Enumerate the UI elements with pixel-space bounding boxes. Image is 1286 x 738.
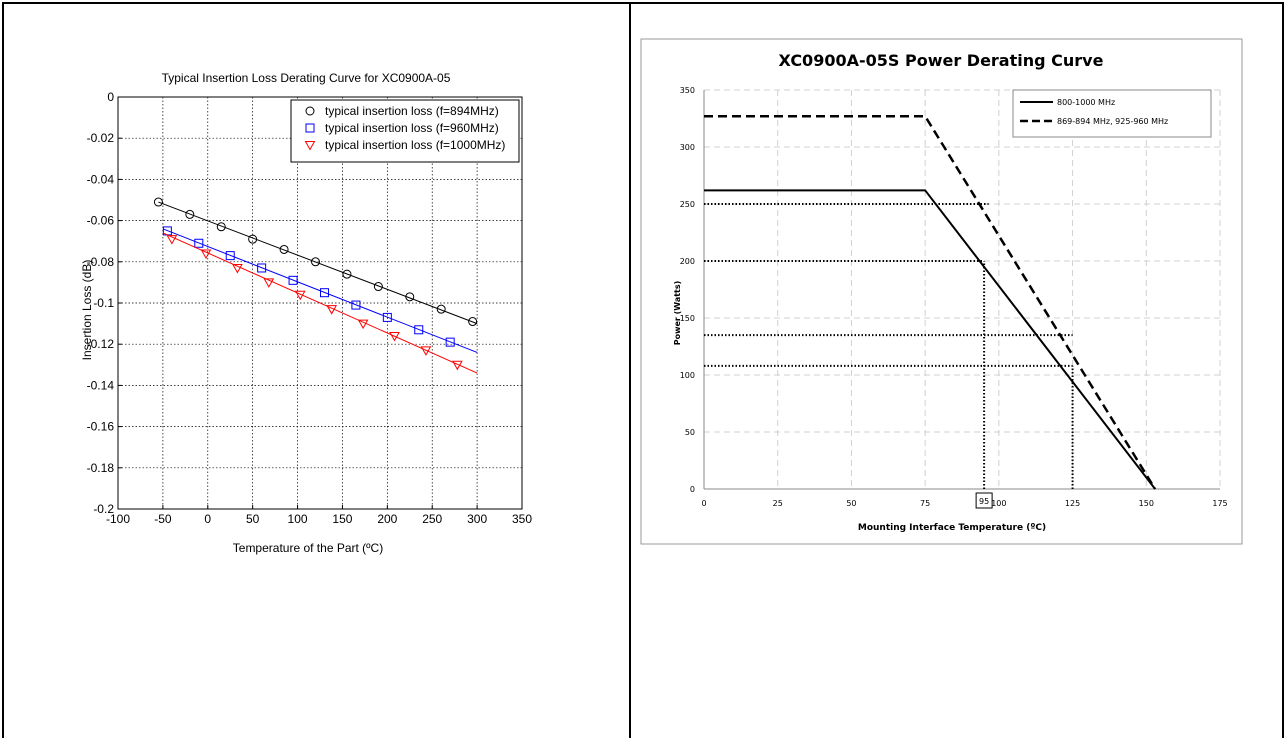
chart1-point-0 xyxy=(436,304,446,314)
chart2-legend-label: 800-1000 MHz xyxy=(1057,98,1115,107)
right-table-cell xyxy=(630,2,1284,738)
chart2-series-line-1 xyxy=(704,114,1157,490)
insertion-loss-chart: Typical Insertion Loss Derating Curve fo… xyxy=(80,71,532,555)
chart2-xtick-label: 25 xyxy=(773,499,783,508)
chart1-point-2 xyxy=(389,331,400,342)
chart2-ylabel: Power (Watts) xyxy=(673,281,682,346)
chart2-annotation-box xyxy=(975,492,993,509)
chart2-xlabel: Mounting Interface Temperature (ºC) xyxy=(858,523,1046,533)
chart1-point-0 xyxy=(342,269,352,279)
chart1-point-0 xyxy=(153,197,163,207)
chart1-ytick-label: -0.04 xyxy=(87,172,115,186)
chart2-legend-box xyxy=(1012,89,1212,138)
chart1-plot-frame xyxy=(117,96,523,510)
chart2-legend-label: 869-894 MHz, 925-960 MHz xyxy=(1057,117,1168,126)
chart1-point-2 xyxy=(326,305,338,315)
chart1-title: Typical Insertion Loss Derating Curve fo… xyxy=(162,71,451,85)
chart1-point-1 xyxy=(194,238,204,248)
chart2-xtick-label: 150 xyxy=(1139,499,1154,508)
chart1-ytick-label: -0.02 xyxy=(87,131,115,145)
chart1-ytick-label: -0.06 xyxy=(87,214,115,228)
chart1-point-0 xyxy=(405,292,415,302)
chart1-ylabel: Insertion Loss (dB) xyxy=(80,260,94,361)
chart1-point-2 xyxy=(294,290,306,301)
chart1-point-0 xyxy=(216,222,226,232)
chart1-xlabel: Temperature of the Part (ºC) xyxy=(233,541,383,555)
chart1-legend-label: typical insertion loss (f=960MHz) xyxy=(325,121,499,135)
chart2-ytick-label: 200 xyxy=(680,257,695,266)
chart1-point-0 xyxy=(468,317,478,327)
chart1-fit-line-2 xyxy=(162,232,478,374)
chart1-point-0 xyxy=(279,244,289,254)
chart1-point-1 xyxy=(288,275,298,285)
chart1-xtick-label: 150 xyxy=(332,512,352,526)
chart2-ytick-label: 300 xyxy=(680,143,695,152)
chart1-point-1 xyxy=(257,263,267,273)
chart1-point-2 xyxy=(200,249,212,260)
chart1-legend-marker xyxy=(305,106,315,116)
chart1-point-0 xyxy=(373,282,383,292)
chart1-point-2 xyxy=(420,346,432,356)
chart1-xtick-label: 0 xyxy=(204,512,211,526)
chart1-point-1 xyxy=(351,300,361,310)
chart1-legend-box xyxy=(290,99,520,163)
chart1-fit-line-0 xyxy=(158,201,478,325)
chart1-point-1 xyxy=(319,288,329,298)
chart1-xtick-label: 300 xyxy=(467,512,487,526)
chart1-point-1 xyxy=(414,325,424,335)
chart1-point-1 xyxy=(225,251,235,261)
chart1-xtick-label: -100 xyxy=(106,512,130,526)
chart1-ytick-label: 0 xyxy=(107,90,114,104)
chart1-ytick-label: -0.16 xyxy=(87,420,115,434)
chart2-xtick-label: 100 xyxy=(991,499,1006,508)
chart1-point-2 xyxy=(166,235,178,245)
chart2-xtick-label: 125 xyxy=(1065,499,1080,508)
chart1-point-2 xyxy=(232,263,243,274)
chart2-ytick-label: 250 xyxy=(680,200,695,209)
chart2-annotation-label: 95 xyxy=(979,497,989,506)
chart1-ytick-label: -0.14 xyxy=(87,378,115,392)
chart2-xtick-label: 0 xyxy=(701,499,706,508)
chart2-ytick-label: 150 xyxy=(680,314,695,323)
chart1-xtick-label: 350 xyxy=(512,512,532,526)
chart1-ytick-label: -0.2 xyxy=(93,502,114,516)
chart1-xtick-label: 50 xyxy=(246,512,260,526)
chart1-xtick-label: 200 xyxy=(377,512,397,526)
chart1-ytick-label: -0.12 xyxy=(87,337,115,351)
chart2-title: XC0900A-05S Power Derating Curve xyxy=(779,51,1104,70)
chart1-legend-label: typical insertion loss (f=1000MHz) xyxy=(325,138,505,152)
chart1-point-2 xyxy=(452,360,463,371)
chart2-xtick-label: 75 xyxy=(920,499,930,508)
chart2-xtick-label: 175 xyxy=(1212,499,1227,508)
chart1-ytick-label: -0.08 xyxy=(87,255,115,269)
chart1-point-1 xyxy=(445,337,455,347)
left-table-cell xyxy=(2,2,630,738)
chart1-ytick-label: -0.18 xyxy=(87,461,115,475)
chart1-legend-label: typical insertion loss (f=894MHz) xyxy=(325,104,499,118)
chart1-xtick-label: -50 xyxy=(154,512,172,526)
chart2-ytick-label: 50 xyxy=(685,428,695,437)
chart1-point-0 xyxy=(248,234,258,244)
chart2-series-line-0 xyxy=(704,189,1156,490)
chart1-point-1 xyxy=(382,312,392,322)
chart2-ytick-label: 0 xyxy=(690,485,695,494)
chart1-ytick-label: -0.1 xyxy=(93,296,114,310)
chart1-xtick-label: 100 xyxy=(288,512,308,526)
chart2-ytick-label: 100 xyxy=(680,371,695,380)
chart2-xtick-label: 50 xyxy=(846,499,856,508)
chart1-legend-marker xyxy=(304,141,316,151)
chart2-ytick-label: 350 xyxy=(680,86,695,95)
chart1-point-0 xyxy=(311,257,321,267)
chart1-xtick-label: 250 xyxy=(422,512,442,526)
chart1-point-2 xyxy=(263,278,275,288)
chart1-point-2 xyxy=(357,319,369,330)
chart1-legend-marker xyxy=(305,123,315,133)
chart1-point-0 xyxy=(185,209,195,219)
power-derating-chart: XC0900A-05S Power Derating Curve 0 25 50 75… xyxy=(640,38,1243,545)
